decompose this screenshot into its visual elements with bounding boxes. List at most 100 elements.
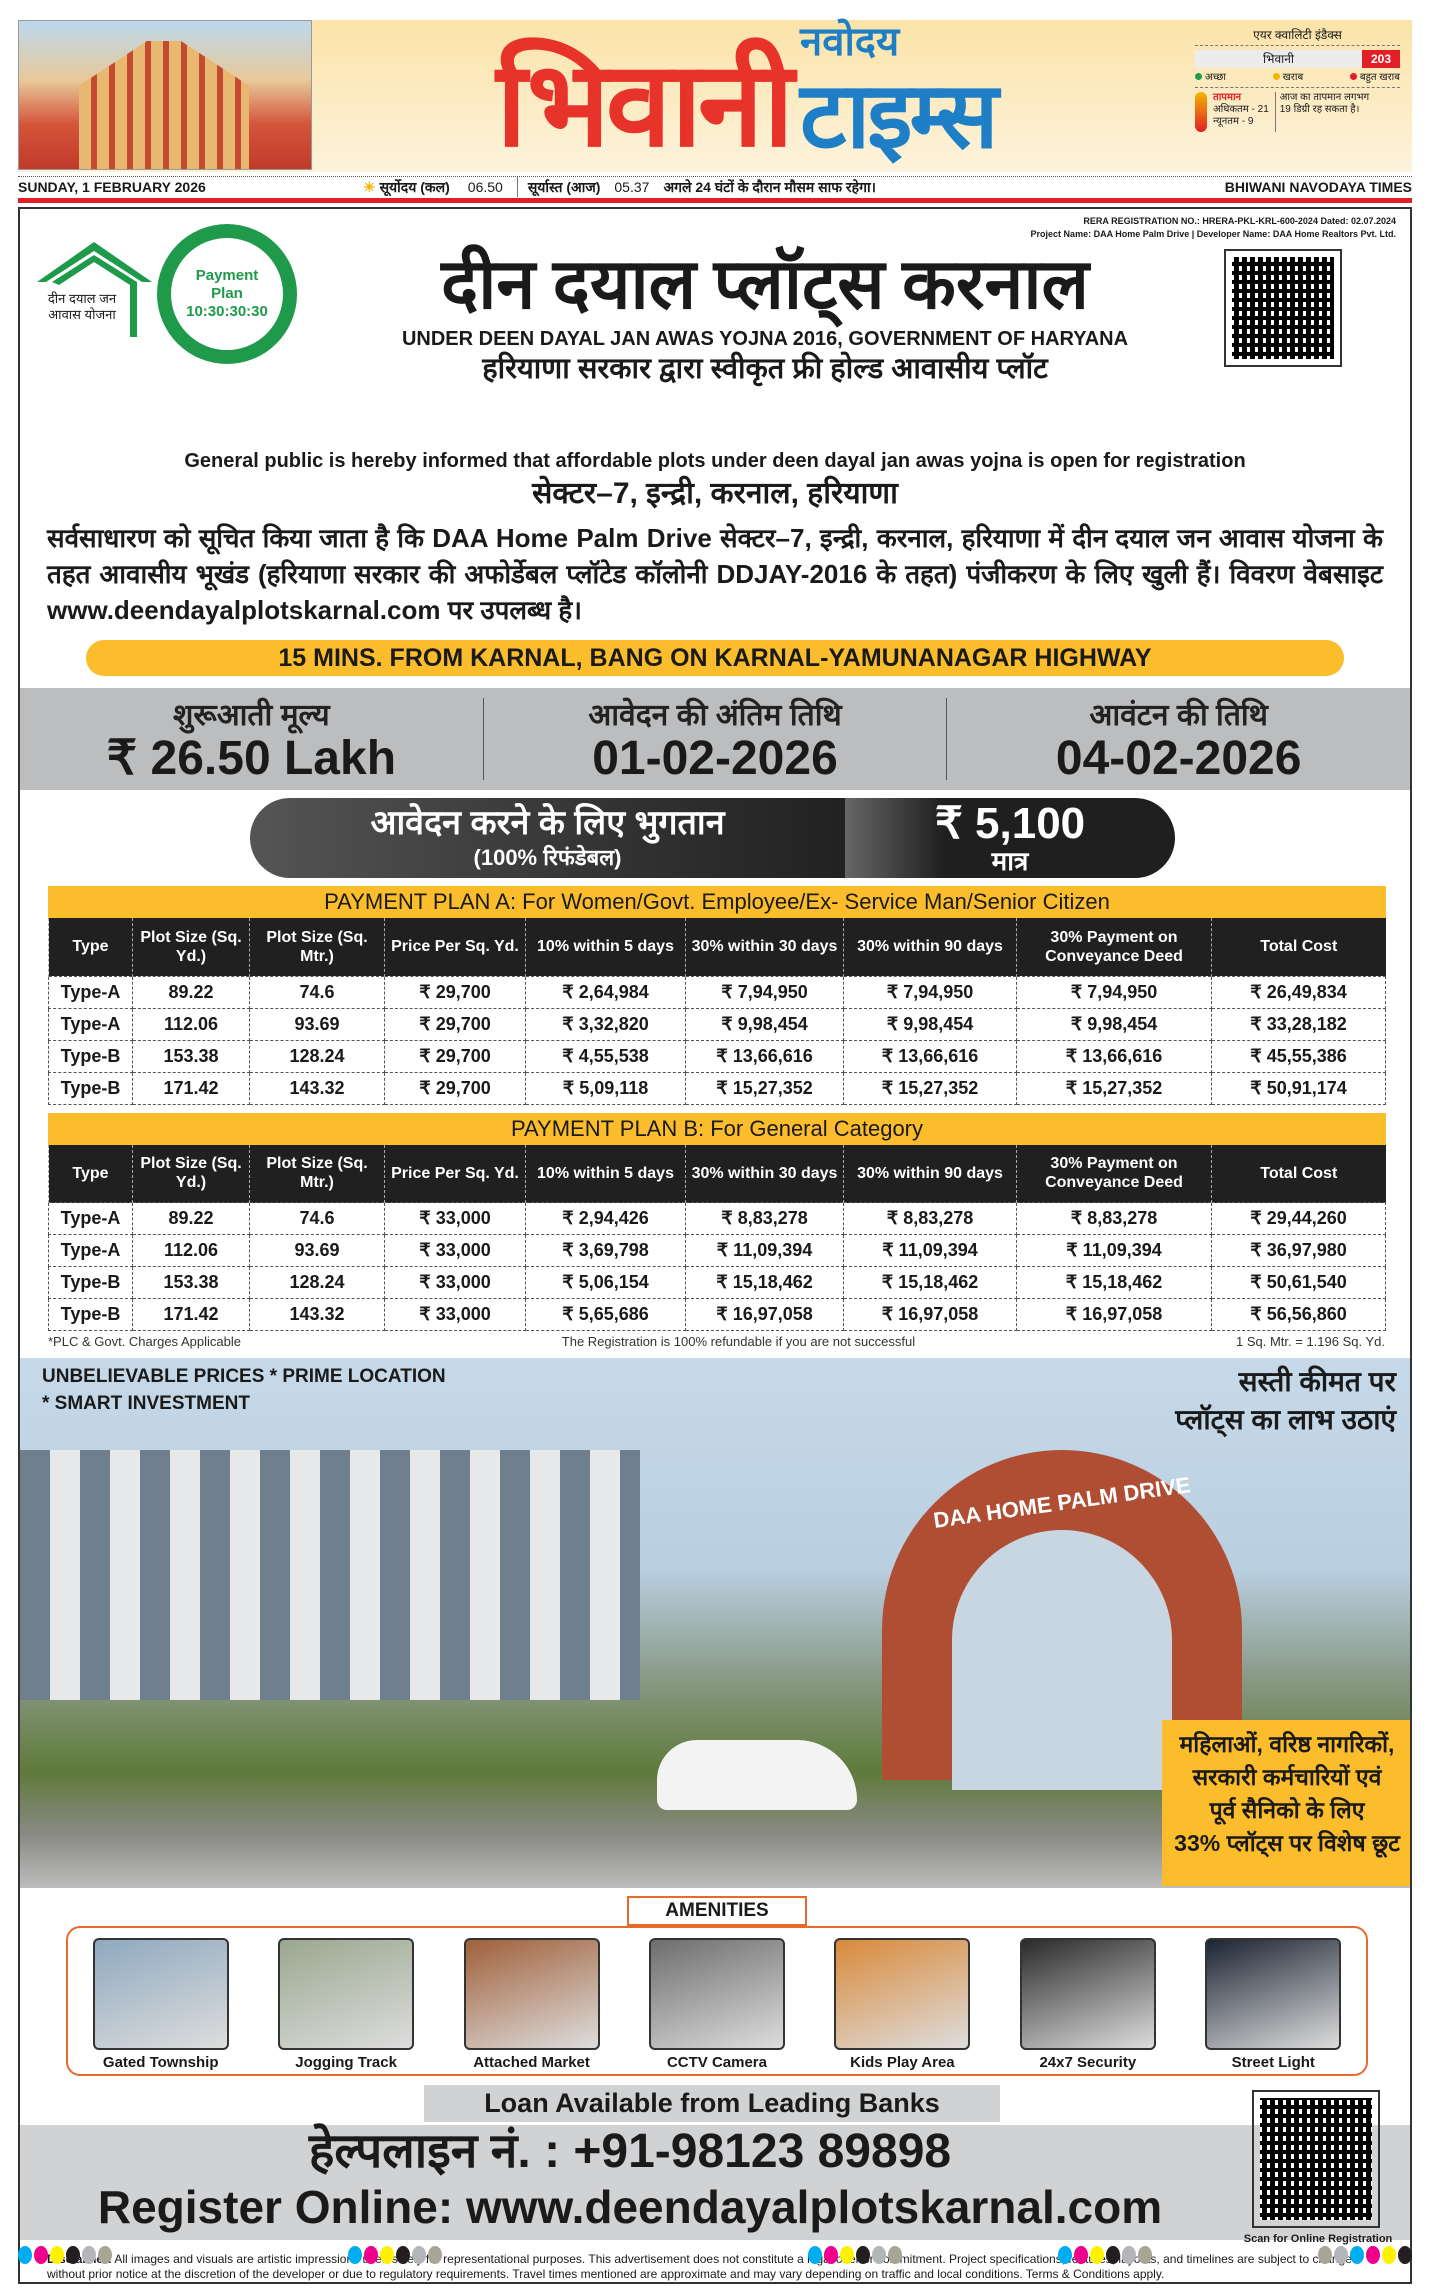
column-header: Plot Size (Sq. Yd.) xyxy=(132,1144,250,1203)
fee-sub: (100% रिफंडेबल) xyxy=(473,845,622,870)
payment-plan-b-table: PAYMENT PLAN B: For General Category Type… xyxy=(48,1112,1386,1331)
amenities-section: AMENITIES Gated Township Jogging Track Att… xyxy=(20,1888,1410,2083)
allotment-date: आवंटन की तिथि 04-02-2026 xyxy=(947,698,1410,784)
legend-label: खराब xyxy=(1282,72,1304,83)
column-header: 30% within 90 days xyxy=(843,918,1017,976)
band-value: 01-02-2026 xyxy=(592,732,838,785)
column-header: Type xyxy=(48,1144,133,1203)
table-cell: Type-B xyxy=(48,1039,133,1073)
rera-info: RERA REGISTRATION NO.: HRERA-PKL-KRL-600… xyxy=(1031,215,1396,241)
badge-line: 10:30:30:30 xyxy=(186,303,268,320)
table-cell: ₹ 11,09,394 xyxy=(685,1234,844,1267)
amenity-label: Street Light xyxy=(1231,2054,1315,2071)
table-cell: ₹ 29,700 xyxy=(384,975,526,1009)
aqi-legend-item: खराब xyxy=(1272,72,1304,84)
table-cell: ₹ 15,18,462 xyxy=(1016,1266,1212,1299)
fee-label: आवेदन करने के लिए भुगतान xyxy=(370,804,725,842)
table-cell: 128.24 xyxy=(249,1266,385,1299)
table-cell: ₹ 4,55,538 xyxy=(525,1039,686,1073)
aqi-legend-item: अच्छा xyxy=(1195,72,1226,84)
amenity-label: Jogging Track xyxy=(295,2054,397,2071)
project-render-image: DAA HOME PALM DRIVE UNBELIEVABLE PRICES … xyxy=(20,1358,1410,1888)
offer-line: 33% प्लॉट्स पर विशेष छूट xyxy=(1174,1830,1400,1856)
weather: अगले 24 घंटों के दौरान मौसम साफ रहेगा। xyxy=(663,178,876,195)
notice-en: General public is hereby informed that a… xyxy=(184,450,1246,472)
tagline: सस्ती कीमत पर xyxy=(1238,1366,1396,1397)
hero-tagline-en: UNBELIEVABLE PRICES * PRIME LOCATION * SM… xyxy=(42,1363,446,1417)
logo-bhiwani: भिवानी xyxy=(496,39,794,171)
amenity-photo xyxy=(1205,1938,1342,2050)
logo-times: टाइम्स xyxy=(800,65,998,167)
color-swatch-group xyxy=(348,2246,442,2264)
table-cell: ₹ 8,83,278 xyxy=(1016,1202,1212,1235)
table-cell: ₹ 11,09,394 xyxy=(843,1234,1017,1267)
payment-plan-badge: Payment Plan 10:30:30:30 xyxy=(157,224,297,364)
thermometer-icon xyxy=(1195,92,1207,132)
title-block: दीन दयाल प्लॉट्स करनाल UNDER DEEN DAYAL … xyxy=(320,245,1210,387)
amenity-item: Jogging Track xyxy=(278,1938,415,2074)
application-fee-banner: आवेदन करने के लिए भुगतान (100% रिफंडेबल) … xyxy=(250,798,1175,878)
fee-amount: ₹ 5,100 xyxy=(934,799,1086,848)
table-cell: 112.06 xyxy=(132,1007,250,1041)
loan-banner: Loan Available from Leading Banks xyxy=(424,2085,1000,2122)
table-cell: ₹ 16,97,058 xyxy=(685,1298,844,1331)
table-cell: ₹ 45,55,386 xyxy=(1211,1039,1386,1073)
ddjay-logo-text: दीन दयाल जन आवास योजना xyxy=(47,291,117,322)
amenity-photo xyxy=(278,1938,415,2050)
plan-title: PAYMENT PLAN A: For Women/Govt. Employee… xyxy=(48,886,1386,918)
helpline: हेल्पलाइन नं. : +91-98123 89898 xyxy=(308,2125,952,2178)
temple-photo xyxy=(18,20,312,170)
legend-dot-icon xyxy=(1349,73,1357,80)
table-cell: ₹ 7,94,950 xyxy=(843,975,1017,1009)
band-label: शुरूआती मूल्य xyxy=(173,699,330,732)
payment-plan-a-table: PAYMENT PLAN A: For Women/Govt. Employee… xyxy=(48,886,1386,1105)
column-header: 30% within 30 days xyxy=(685,918,844,976)
aqi-legend: अच्छा खराब बहुत खराब xyxy=(1195,72,1400,88)
table-cell: ₹ 2,94,426 xyxy=(525,1202,686,1235)
table-cell: ₹ 8,83,278 xyxy=(685,1202,844,1235)
table-cell: ₹ 29,44,260 xyxy=(1211,1202,1386,1235)
amenity-label: 24x7 Security xyxy=(1039,2054,1137,2071)
rera-number: RERA REGISTRATION NO.: HRERA-PKL-KRL-600… xyxy=(1083,216,1396,226)
badge-line: Plan xyxy=(211,285,243,302)
amenities-list: Gated Township Jogging Track Attached Mark… xyxy=(66,1926,1368,2076)
table-row: Type-B 153.38 128.24 ₹ 29,700 ₹ 4,55,538 ₹ 13… xyxy=(48,1039,1386,1073)
amenity-item: Gated Township xyxy=(92,1938,229,2074)
table-cell: Type-A xyxy=(48,975,133,1009)
divider xyxy=(18,198,1412,203)
amenity-label: Gated Township xyxy=(102,2054,219,2071)
table-cell: ₹ 13,66,616 xyxy=(1016,1039,1212,1073)
table-cell: 153.38 xyxy=(132,1039,250,1073)
registration-qr-code xyxy=(1252,2090,1380,2228)
column-header: 30% within 30 days xyxy=(685,1144,844,1203)
temp-min: न्यूनतम - 9 xyxy=(1213,116,1254,127)
project-name: Project Name: DAA Home Palm Drive | Deve… xyxy=(1030,229,1396,239)
column-header: Price Per Sq. Yd. xyxy=(384,918,526,976)
legend-dot-icon xyxy=(1195,73,1202,80)
table-cell: 171.42 xyxy=(132,1298,250,1331)
subtitle-en: UNDER DEEN DAYAL JAN AWAS YOJNA 2016, GO… xyxy=(401,328,1129,350)
table-cell: 143.32 xyxy=(249,1071,385,1105)
amenity-item: CCTV Camera xyxy=(648,1938,785,2074)
table-cell: Type-B xyxy=(48,1298,133,1331)
header-row: Type Plot Size (Sq. Yd.) Plot Size (Sq. Mt… xyxy=(48,1144,1386,1203)
color-swatch-group xyxy=(808,2246,902,2264)
price-date-band: शुरूआती मूल्य ₹ 26.50 Lakh आवेदन की अंतिम… xyxy=(20,688,1410,790)
table-cell: 112.06 xyxy=(132,1234,250,1267)
table-cell: ₹ 2,64,984 xyxy=(525,975,686,1009)
ad-title: दीन दयाल प्लॉट्स करनाल xyxy=(441,247,1089,324)
column-header: Total Cost xyxy=(1211,1144,1386,1203)
table-cell: ₹ 3,32,820 xyxy=(525,1007,686,1041)
amenity-photo xyxy=(92,1938,229,2050)
register-url: Register Online: www.deendayalplotskarna… xyxy=(97,2181,1163,2233)
amenity-label: CCTV Camera xyxy=(666,2054,767,2071)
offer-line: महिलाओं, वरिष्ठ नागरिकों, xyxy=(1179,1731,1395,1757)
contact-band: हेल्पलाइन नं. : +91-98123 89898 Register… xyxy=(20,2125,1410,2240)
table-cell: ₹ 56,56,860 xyxy=(1211,1298,1386,1331)
table-cell: ₹ 29,700 xyxy=(384,1071,526,1105)
color-swatch-group xyxy=(18,2246,112,2264)
amenity-label: Attached Market xyxy=(473,2054,590,2071)
location: सेक्टर–7, इन्द्री, करनाल, हरियाणा xyxy=(532,477,898,510)
note: The Registration is 100% refundable if y… xyxy=(561,1334,916,1349)
note: *PLC & Govt. Charges Applicable xyxy=(48,1334,241,1349)
